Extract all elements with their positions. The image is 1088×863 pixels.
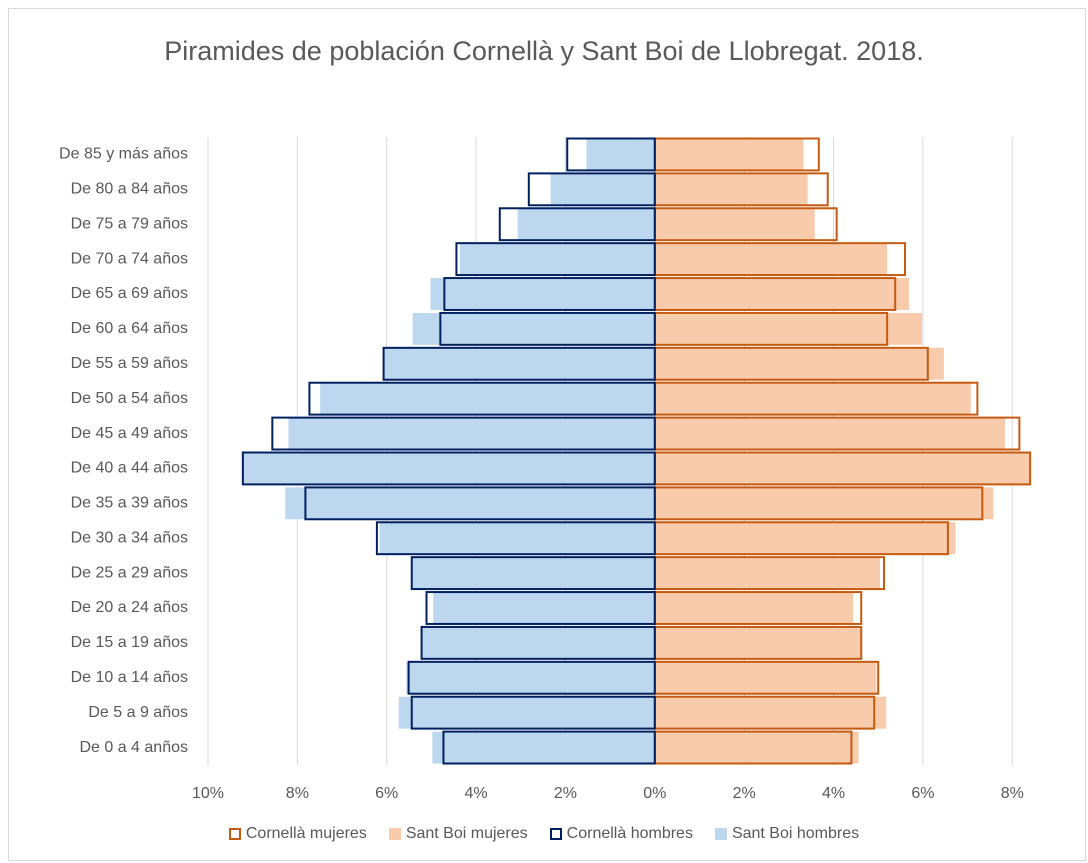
y-tick-label: De 10 a 14 años <box>71 669 188 686</box>
bar <box>433 592 655 624</box>
legend-item: Cornellà hombres <box>549 825 693 843</box>
chart-title: Piramides de población Cornellà y Sant B… <box>164 36 924 66</box>
y-tick-label: De 55 a 59 años <box>71 355 188 372</box>
bar <box>654 138 804 171</box>
legend-swatch <box>228 828 241 840</box>
legend-item: Cornellà mujeres <box>228 825 367 843</box>
bar <box>425 591 656 625</box>
bar <box>654 731 859 764</box>
bar <box>654 626 861 659</box>
bar <box>654 417 1006 450</box>
bar <box>498 207 656 242</box>
bar <box>654 592 854 624</box>
bar <box>654 382 971 415</box>
x-tick-label: 8% <box>286 785 309 802</box>
y-tick-label: De 70 a 74 años <box>71 250 188 267</box>
bar <box>410 556 656 591</box>
legend-swatch <box>549 828 562 840</box>
x-tick-label: 2% <box>554 785 577 802</box>
bar <box>654 557 880 590</box>
bar <box>412 312 655 345</box>
legend-swatch <box>388 828 401 840</box>
bar <box>406 661 655 694</box>
bar <box>320 382 655 415</box>
bar <box>654 487 994 520</box>
bar <box>398 696 655 729</box>
bar <box>654 312 922 345</box>
y-tick-label: De 45 a 49 años <box>71 425 188 442</box>
bar <box>654 243 888 276</box>
bar <box>654 522 956 555</box>
bar <box>383 347 655 380</box>
legend-label: Cornellà mujeres <box>245 825 367 842</box>
bar <box>271 416 656 451</box>
bar <box>586 138 655 171</box>
bar <box>654 173 808 206</box>
bar <box>410 695 656 730</box>
x-tick-label: 6% <box>911 785 934 802</box>
y-tick-label: De 60 a 64 años <box>71 320 188 337</box>
legend-label: Cornellà hombres <box>566 825 693 842</box>
x-tick-label: 4% <box>822 785 845 802</box>
y-tick-label: De 30 a 34 años <box>71 529 188 546</box>
bar <box>285 487 655 520</box>
y-tick-label: De 50 a 54 años <box>71 390 188 407</box>
legend-label: Sant Boi mujeres <box>405 825 528 842</box>
x-tick-label: 4% <box>465 785 488 802</box>
y-tick-label: De 85 y más años <box>59 146 188 163</box>
bar <box>379 522 655 555</box>
bar <box>527 172 656 207</box>
bar <box>654 661 877 694</box>
bar <box>421 626 655 659</box>
x-tick-label: 10% <box>192 785 224 802</box>
legend-label: Sant Boi hombres <box>731 825 860 842</box>
y-tick-label: De 65 a 69 años <box>71 285 188 302</box>
x-tick-label: 2% <box>733 785 756 802</box>
y-tick-label: De 80 a 84 años <box>71 181 188 198</box>
bar <box>654 278 910 310</box>
x-tick-label: 6% <box>375 785 398 802</box>
bar <box>382 346 656 381</box>
bar <box>455 242 656 277</box>
legend-swatch <box>714 828 727 840</box>
y-tick-label: De 0 a 4 anños <box>79 739 188 756</box>
bar <box>460 243 655 276</box>
bar <box>654 347 944 380</box>
y-tick-label: De 15 a 19 años <box>71 634 188 651</box>
x-tick-label: 0% <box>643 785 666 802</box>
x-tick-label: 8% <box>1001 785 1024 802</box>
legend-item: Sant Boi mujeres <box>388 825 528 843</box>
bar <box>566 137 656 172</box>
y-tick-label: De 5 a 9 años <box>88 704 188 721</box>
y-tick-label: De 40 a 44 años <box>71 460 188 477</box>
bar <box>407 660 656 695</box>
bar <box>308 381 656 416</box>
bar <box>288 417 655 450</box>
bar <box>420 625 656 660</box>
y-tick-label: De 75 a 79 años <box>71 215 188 232</box>
bar <box>654 696 887 729</box>
bar <box>430 278 655 310</box>
bar <box>654 452 1031 485</box>
bar <box>242 452 655 485</box>
bar <box>411 557 655 590</box>
bar <box>517 208 655 241</box>
y-tick-label: De 20 a 24 años <box>71 599 188 616</box>
bar <box>442 730 656 765</box>
bar <box>375 521 656 556</box>
bar <box>432 731 655 764</box>
bar <box>241 451 656 486</box>
legend-item: Sant Boi hombres <box>714 825 860 843</box>
bar <box>443 277 656 311</box>
y-tick-label: De 25 a 29 años <box>71 564 188 581</box>
y-tick-label: De 35 a 39 años <box>71 495 188 512</box>
bar <box>654 208 815 241</box>
legend: Cornellà mujeres Sant Boi mujeres Cornellà… <box>0 825 1088 843</box>
bar <box>439 311 656 346</box>
chart-border <box>8 8 1086 861</box>
bar <box>304 486 656 521</box>
bar <box>550 173 655 206</box>
